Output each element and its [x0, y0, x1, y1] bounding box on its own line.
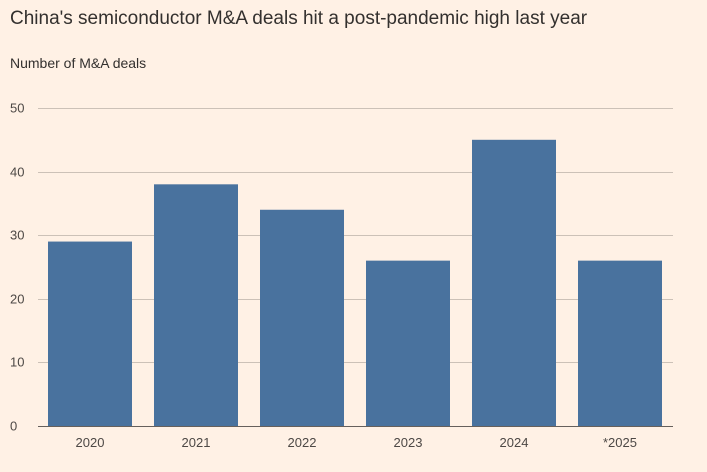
y-tick-label: 50 [10, 101, 24, 116]
chart-title: China's semiconductor M&A deals hit a po… [10, 8, 588, 29]
x-tick-label: 2021 [182, 435, 211, 450]
bar-2020 [48, 241, 132, 426]
x-tick-label: 2024 [500, 435, 529, 450]
x-tick-label: *2025 [603, 435, 637, 450]
y-tick-label: 20 [10, 292, 24, 307]
bar-2024 [472, 139, 556, 427]
x-tick-label: 2022 [288, 435, 317, 450]
y-tick-label: 40 [10, 165, 24, 180]
y-tick-label: 30 [10, 228, 24, 243]
x-axis-ticks: 2020 2021 2022 2023 2024 *2025 [76, 435, 637, 450]
bar-2022 [260, 209, 344, 426]
y-tick-label: 10 [10, 355, 24, 370]
x-tick-label: 2023 [394, 435, 423, 450]
x-tick-label: 2020 [76, 435, 105, 450]
bar-2023 [366, 260, 450, 426]
y-tick-label: 0 [10, 419, 17, 434]
bar-2025 [578, 260, 662, 426]
chart-subtitle: Number of M&A deals [10, 55, 147, 71]
y-axis-ticks: 0 10 20 30 40 50 [10, 101, 24, 434]
bars [48, 139, 662, 427]
bar-2021 [154, 184, 238, 426]
gridlines [38, 108, 673, 363]
